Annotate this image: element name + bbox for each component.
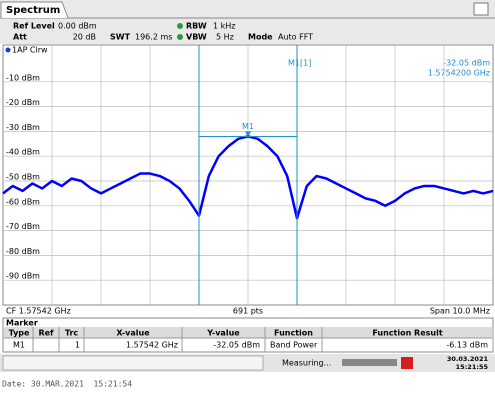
y-tick-label: -90 dBm — [6, 272, 40, 281]
column-header: Function — [274, 329, 313, 338]
trace-icon — [5, 47, 11, 53]
date: 30.03.2021 — [447, 355, 489, 363]
value: 20 dB — [73, 33, 96, 42]
plot: 1AP Clrw M1[1] -32.05 dBm 1.5754200 GHz … — [2, 44, 494, 306]
label: Mode — [248, 33, 273, 42]
table-title: Marker — [6, 319, 38, 328]
y-tick-label: -70 dBm — [6, 222, 40, 231]
progress — [342, 359, 397, 366]
tab-title: Spectrum — [6, 5, 60, 16]
column-header: X-value — [116, 329, 150, 338]
value: 0.00 dBm — [58, 22, 97, 31]
cell: 1.57542 GHz — [126, 341, 178, 350]
header-bg — [0, 0, 495, 44]
y-tick-label: -60 dBm — [6, 197, 40, 206]
marker-label: M1 — [242, 122, 254, 131]
icon — [177, 34, 183, 40]
label: SWT — [110, 33, 131, 42]
cell: -6.13 dBm — [446, 341, 488, 350]
label: Ref Level — [13, 22, 55, 31]
value: 5 Hz — [216, 33, 234, 42]
y-tick-label: -50 dBm — [6, 173, 40, 182]
icon — [177, 23, 183, 29]
table-header-bg — [4, 327, 492, 338]
footer-line: Date: 30.MAR.2021 15:21:54 — [2, 380, 132, 389]
column-header: Function Result — [372, 329, 443, 338]
cell: Band Power — [270, 341, 318, 350]
status-field — [2, 355, 264, 371]
column-header: Y-value — [206, 329, 240, 338]
icon — [401, 357, 413, 369]
y-tick-label: -20 dBm — [6, 98, 40, 107]
value: 196.2 ms — [135, 33, 172, 42]
label: RBW — [186, 22, 207, 31]
y-tick-label: -10 dBm — [6, 73, 40, 82]
status-text: Measuring... — [282, 359, 331, 368]
points: 691 pts — [233, 307, 263, 316]
marker-header: M1[1] — [288, 59, 311, 68]
window-button[interactable] — [473, 2, 489, 16]
column-header: Type — [9, 329, 30, 338]
marker-level: -32.05 dBm — [443, 59, 490, 68]
trace-label: 1AP Clrw — [12, 46, 48, 55]
marker-freq: 1.5754200 GHz — [428, 69, 490, 78]
column-header: Trc — [65, 329, 79, 338]
cell: 1 — [75, 341, 80, 350]
cell: M1 — [13, 341, 25, 350]
cell: -32.05 dBm — [213, 341, 260, 350]
value: Auto FFT — [278, 33, 313, 42]
marker — [245, 131, 251, 137]
y-tick-label: -30 dBm — [6, 123, 40, 132]
y-tick-label: -40 dBm — [6, 148, 40, 157]
value: 1 kHz — [213, 22, 235, 31]
cf: CF 1.57542 GHz — [6, 307, 71, 316]
time: 15:21:55 — [456, 363, 489, 371]
table: Type Ref Trc X-value Y-value Function Function… — [4, 327, 494, 352]
column-header: Ref — [38, 329, 54, 338]
label: Att — [13, 33, 27, 42]
span: Span 10.0 MHz — [430, 307, 490, 316]
y-tick-label: -80 dBm — [6, 247, 40, 256]
label: VBW — [186, 33, 207, 42]
tab[interactable] — [0, 1, 69, 19]
